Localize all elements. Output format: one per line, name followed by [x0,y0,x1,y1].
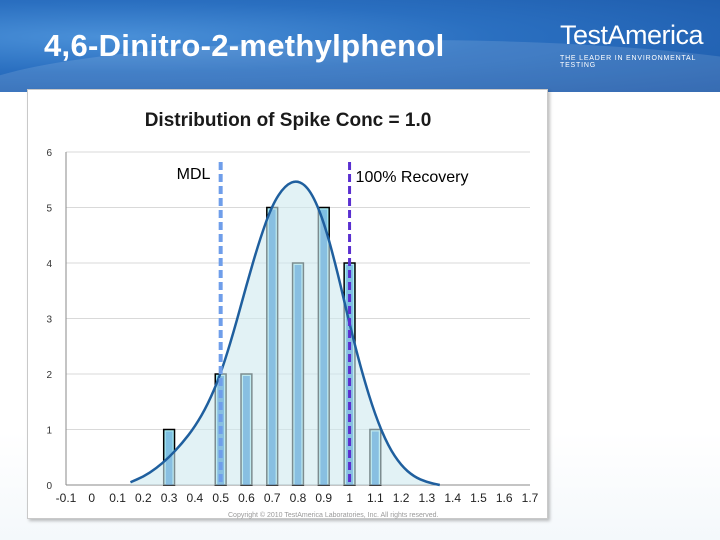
y-tick-label: 0 [46,481,52,492]
y-tick-label: 4 [46,259,52,270]
histogram-bar-inner [320,209,328,485]
y-tick-label: 6 [46,148,52,159]
distribution-curve [129,180,441,487]
x-tick-label: 1.5 [470,491,487,505]
mdl-label: MDL [174,165,213,185]
histogram-bar-inner [371,431,379,485]
x-tick-label: 0.4 [187,491,204,505]
header-band [0,0,720,92]
logo-tagline: THE LEADER IN ENVIRONMENTAL TESTING [560,55,696,69]
histogram-bar-inner [346,265,353,485]
logo-wordmark: TestAmerica [560,20,704,50]
y-tick-label: 2 [46,370,52,381]
x-tick-label: 1.4 [444,491,461,505]
recovery-label: 100% Recovery [353,168,471,188]
x-tick-label: 0.7 [264,491,281,505]
x-tick-label: 0 [88,491,95,505]
company-logo: TestAmerica THE LEADER IN ENVIRONMENTAL … [560,20,720,69]
chart-frame: Distribution of Spike Conc = 1.0 0 1 2 3 4 5 6… [27,89,548,519]
x-tick-label: 0.9 [315,491,332,505]
x-tick-label: 0.5 [212,491,229,505]
x-tick-label: 0.3 [161,491,178,505]
x-tick-label: 0.6 [238,491,255,505]
x-tick-label: 1.2 [393,491,410,505]
histogram-bar-inner [294,265,302,485]
y-tick-label: 3 [46,315,52,326]
chart-title: Distribution of Spike Conc = 1.0 [145,110,432,131]
distribution-chart: Distribution of Spike Conc = 1.0 0 1 2 3 4 5 6… [46,110,539,505]
histogram-bar-inner [268,209,276,485]
x-tick-label: 1 [346,491,353,505]
copyright-text: Copyright © 2010 TestAmerica Laboratorie… [228,512,439,519]
y-tick-label: 1 [46,426,52,437]
x-tick-label: 1.6 [496,491,513,505]
x-tick-label: 1.3 [419,491,436,505]
x-tick-label: 1.1 [367,491,384,505]
x-tick-label: 1.7 [522,491,539,505]
x-tick-label: -0.1 [56,491,77,505]
curve-area [130,179,440,485]
x-tick-label: 0.1 [109,491,126,505]
x-tick-label: 0.2 [135,491,152,505]
histogram-bar-inner [243,376,250,485]
x-tick-label: 0.8 [290,491,307,505]
slide-title: 4,6-Dinitro-2-methylphenol [44,28,445,63]
y-tick-label: 5 [46,204,52,215]
